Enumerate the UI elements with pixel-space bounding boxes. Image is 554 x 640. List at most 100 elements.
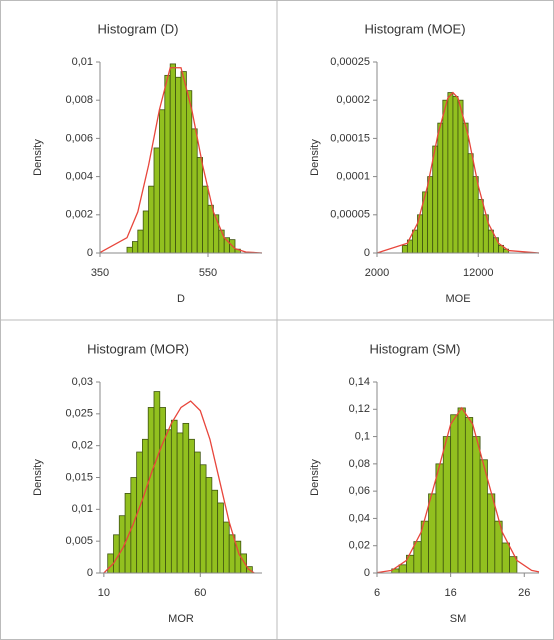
x-tick-label: 60 bbox=[194, 587, 206, 599]
y-tick-label: 0,01 bbox=[72, 56, 93, 68]
y-tick-label: 0 bbox=[87, 567, 93, 579]
bar bbox=[447, 92, 454, 254]
bar bbox=[182, 422, 190, 574]
bar bbox=[185, 90, 193, 254]
y-axis-label: Density bbox=[309, 459, 321, 496]
bar bbox=[196, 157, 203, 254]
bar bbox=[487, 493, 496, 574]
bar bbox=[113, 534, 120, 574]
bar bbox=[153, 391, 161, 574]
fit-curve bbox=[99, 67, 263, 254]
y-tick-label: 0,02 bbox=[349, 540, 370, 552]
bar bbox=[457, 407, 466, 574]
bar bbox=[493, 237, 499, 254]
bar bbox=[217, 502, 224, 574]
y-tick-label: 0,00005 bbox=[330, 209, 370, 221]
bar bbox=[188, 438, 195, 574]
bar bbox=[464, 417, 474, 574]
bar bbox=[240, 553, 247, 574]
bar bbox=[467, 153, 474, 254]
bar bbox=[427, 176, 434, 254]
y-tick-label: 0,008 bbox=[65, 94, 93, 106]
y-tick-label: 0,14 bbox=[349, 376, 370, 388]
x-axis-label: MOR bbox=[168, 613, 194, 625]
y-tick-label: 0,08 bbox=[349, 458, 370, 470]
y-tick-label: 0,004 bbox=[65, 171, 93, 183]
bar bbox=[462, 122, 469, 254]
y-tick-label: 0,04 bbox=[349, 512, 370, 524]
y-tick-label: 0,06 bbox=[349, 485, 370, 497]
fit-curve bbox=[376, 91, 540, 254]
y-tick-label: 0,015 bbox=[65, 471, 93, 483]
y-tick-label: 0,1 bbox=[355, 430, 370, 442]
x-tick-label: 16 bbox=[445, 587, 457, 599]
fit-curve bbox=[103, 400, 255, 574]
bar bbox=[191, 128, 198, 254]
bar bbox=[413, 541, 422, 574]
bar bbox=[175, 76, 182, 254]
y-tick-label: 0,025 bbox=[65, 408, 93, 420]
bar bbox=[207, 204, 214, 254]
bar bbox=[199, 464, 207, 574]
bar bbox=[165, 429, 172, 574]
bar bbox=[218, 229, 225, 254]
bar bbox=[176, 432, 184, 574]
y-tick-label: 0,01 bbox=[72, 503, 93, 515]
y-axis-label: Density bbox=[309, 139, 321, 176]
bar bbox=[148, 185, 155, 254]
bar bbox=[169, 63, 176, 254]
bar bbox=[472, 436, 481, 574]
bar bbox=[450, 414, 459, 574]
bar bbox=[158, 109, 166, 254]
bar bbox=[223, 521, 230, 574]
bar bbox=[159, 407, 166, 574]
bar bbox=[487, 229, 494, 254]
x-tick-label: 10 bbox=[98, 587, 110, 599]
x-tick-label: 350 bbox=[91, 267, 109, 279]
x-axis-label: SM bbox=[450, 613, 467, 625]
y-tick-label: 0,0002 bbox=[336, 94, 370, 106]
x-tick-label: 6 bbox=[374, 587, 380, 599]
bar bbox=[164, 74, 171, 254]
y-tick-label: 0,006 bbox=[65, 132, 93, 144]
y-tick-label: 0,002 bbox=[65, 209, 93, 221]
y-tick-label: 0,005 bbox=[65, 535, 93, 547]
x-tick-label: 2000 bbox=[365, 267, 389, 279]
bar bbox=[428, 493, 437, 574]
fit-curve bbox=[376, 406, 540, 574]
y-tick-label: 0 bbox=[87, 247, 93, 259]
bar bbox=[435, 463, 444, 574]
x-tick-label: 26 bbox=[518, 587, 530, 599]
bar bbox=[452, 95, 459, 254]
x-axis-label: MOE bbox=[445, 293, 470, 305]
y-tick-label: 0 bbox=[364, 567, 370, 579]
y-tick-label: 0,03 bbox=[72, 376, 93, 388]
bar bbox=[205, 477, 213, 574]
bar bbox=[170, 419, 178, 574]
bar bbox=[202, 185, 209, 254]
bar bbox=[131, 241, 139, 254]
bar bbox=[501, 542, 510, 574]
bar bbox=[472, 176, 479, 254]
bar bbox=[401, 244, 408, 254]
bar bbox=[180, 71, 187, 254]
bar bbox=[153, 147, 160, 254]
bar bbox=[477, 199, 484, 254]
x-axis-label: D bbox=[177, 293, 185, 305]
bar bbox=[211, 489, 219, 574]
panel-title: Histogram (D) bbox=[98, 21, 179, 36]
panel-title: Histogram (MOR) bbox=[87, 341, 189, 356]
bar bbox=[442, 99, 449, 254]
y-tick-label: 0,00025 bbox=[330, 56, 370, 68]
y-tick-label: 0,02 bbox=[72, 440, 93, 452]
bar bbox=[432, 145, 439, 254]
y-tick-label: 0,00015 bbox=[330, 132, 370, 144]
bar bbox=[130, 477, 138, 574]
bar bbox=[194, 451, 201, 574]
bar bbox=[212, 214, 220, 254]
bar bbox=[147, 407, 155, 574]
bar bbox=[442, 436, 452, 574]
y-tick-label: 0 bbox=[364, 247, 370, 259]
